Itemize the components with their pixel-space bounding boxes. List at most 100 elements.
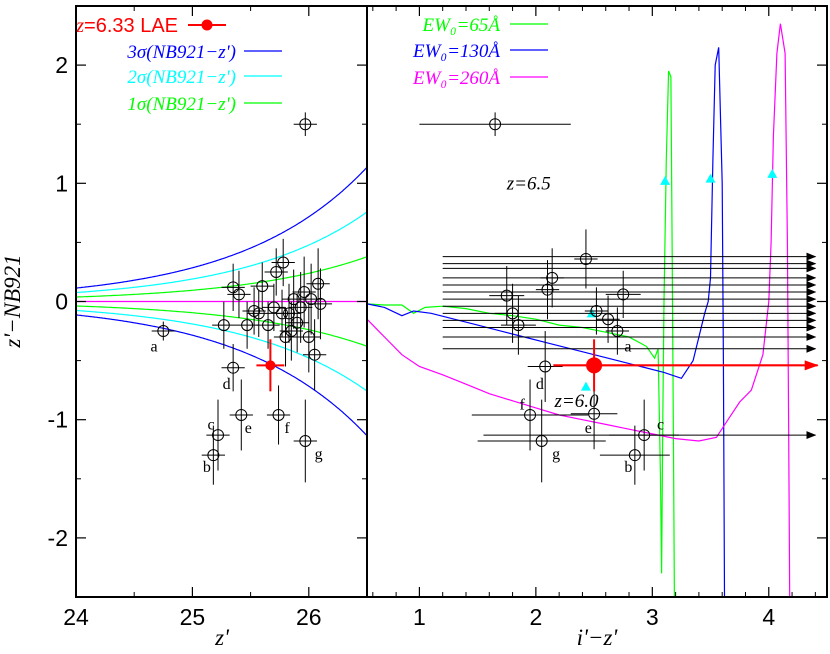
data-point [527, 331, 563, 402]
legend-right: EW₀=65Å EW₀=130Å EW₀=260Å [412, 15, 548, 89]
redshift-triangle-marker [767, 168, 778, 178]
data-point [609, 399, 680, 471]
data-point [574, 229, 598, 289]
lae-marker [586, 357, 603, 374]
data-point [151, 321, 175, 341]
y-tick-label: 2 [55, 52, 68, 78]
data-point [206, 399, 230, 471]
data-point [605, 307, 630, 355]
data-point-marker [535, 434, 548, 447]
legend-ew-label: EW₀=260Å [412, 68, 500, 89]
data-point [227, 270, 251, 319]
data-point [221, 344, 245, 392]
data-point-marker [235, 408, 248, 421]
data-point [306, 248, 330, 320]
data-point [221, 263, 245, 311]
data-point-marker [539, 360, 552, 373]
redshift-triangle-marker [580, 381, 591, 391]
legend-lae-marker [201, 19, 213, 31]
axes-left: 210-1-224 25 26z'z'−NB921 [0, 5, 827, 650]
data-point-marker [252, 307, 265, 320]
data-point-marker [602, 313, 615, 326]
data-point-marker [638, 429, 651, 442]
data-point [477, 399, 606, 483]
point-labels-right: a b c d e f g z=6.5 z=6.0 [506, 173, 664, 476]
point-label: f [284, 420, 290, 437]
legend-sigma-label: 1σ(NB921−z') [127, 94, 236, 115]
data-point-marker [314, 297, 327, 310]
axes-right: 1 2 3 4 i'−z' [366, 5, 828, 650]
data-point-marker [299, 118, 312, 131]
legend-lae-text: =6.33 LAE [84, 15, 178, 37]
data-point [299, 263, 323, 335]
ew-track-line [367, 47, 726, 597]
ew-track-line [367, 23, 791, 597]
data-point [229, 379, 253, 451]
sigma-limit-curves [76, 166, 367, 437]
data-point-marker [541, 283, 554, 296]
sigma-3-lower-curve [76, 314, 367, 437]
data-point [235, 301, 259, 349]
point-label: g [315, 446, 323, 463]
data-point [302, 319, 327, 391]
data-point-marker [524, 408, 537, 421]
y-axis-title: z'−NB921 [0, 254, 25, 348]
redshift-triangle-marker [705, 173, 716, 183]
data-point-marker [298, 286, 311, 299]
lae-marker [265, 360, 276, 371]
point-label: c [657, 416, 664, 433]
data-point [292, 256, 316, 328]
x-axis-title: i'−z' [577, 625, 619, 650]
point-label: a [624, 338, 631, 355]
data-point-marker [272, 408, 285, 421]
lae-point [256, 339, 285, 392]
y-tick-label: -2 [48, 525, 68, 551]
data-point-marker [291, 316, 304, 329]
x-tick-label: 24 [63, 604, 89, 630]
sigma-3-upper-curve [76, 166, 367, 289]
data-point-marker [212, 429, 225, 442]
point-label: e [245, 420, 252, 437]
legend-left: z=6.33 LAE 3σ(NB921−z') 2σ(NB921−z') 1σ(NB9… [75, 15, 282, 115]
data-point-marker [256, 280, 269, 293]
data-point-marker [305, 293, 318, 306]
legend-sigma-label: 2σ(NB921−z') [127, 67, 236, 88]
legend-lae-label: z=6.33 LAE [75, 15, 178, 37]
data-point-marker [546, 271, 559, 284]
redshift-annotation: z=6.0 [553, 391, 598, 412]
data-point [293, 399, 317, 483]
data-point-marker [157, 325, 170, 338]
redshift-triangle-marker [660, 175, 671, 185]
legend-ew-label: EW₀=130Å [412, 41, 500, 62]
data-point-marker [588, 407, 601, 420]
data-point [264, 248, 288, 296]
sigma-1-upper-curve [76, 256, 367, 298]
data-point-marker [617, 288, 630, 301]
sigma-1-lower-curve [76, 305, 367, 347]
point-label: a [150, 338, 157, 355]
x-axis-title: z' [214, 625, 230, 650]
data-point-marker [489, 118, 502, 131]
x-tick-label: 3 [646, 604, 659, 630]
data-point-marker [299, 434, 312, 447]
data-point-marker [227, 361, 240, 374]
y-tick-label: 0 [55, 289, 68, 315]
data-point-marker [590, 304, 603, 317]
point-label: d [536, 376, 544, 393]
data-point [540, 248, 564, 308]
legend-sigma-label: 3σ(NB921−z') [126, 42, 236, 63]
data-point-marker [611, 325, 624, 338]
data-point-marker [217, 319, 230, 332]
point-label: c [208, 416, 215, 433]
data-point [500, 295, 536, 355]
y-tick-label: -1 [48, 407, 68, 433]
point-labels-left: a b c d e f g [150, 338, 322, 476]
x-tick-label: 2 [529, 604, 542, 630]
y-tick-label: 1 [55, 170, 68, 196]
data-point [279, 301, 303, 361]
data-point-marker [308, 348, 321, 361]
data-point [605, 270, 641, 319]
data-point [250, 262, 274, 310]
data-point [308, 268, 333, 340]
data-point-marker [312, 277, 325, 290]
